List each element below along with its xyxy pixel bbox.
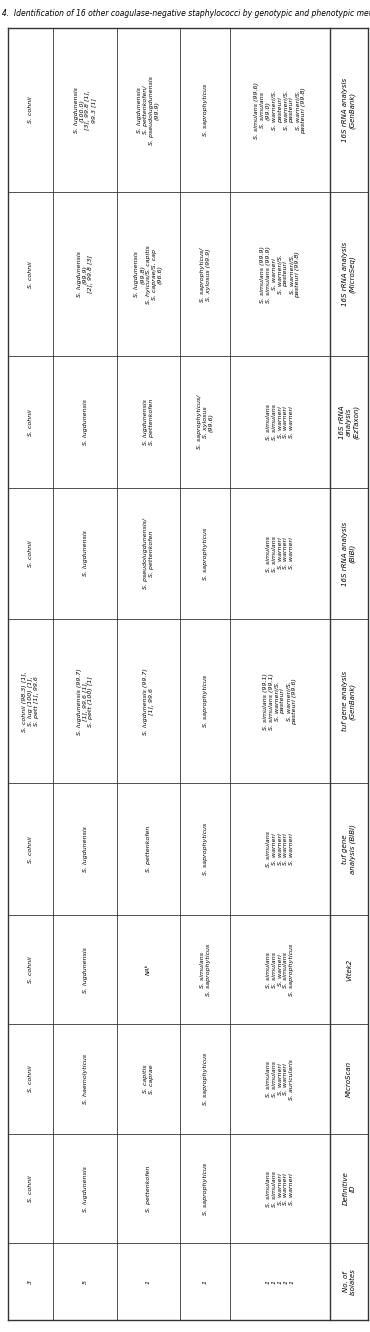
- Text: S. simulans
S. simulans
S. warneri
S. simulans
S. saprophyticus: S. simulans S. simulans S. warneri S. si…: [266, 943, 294, 996]
- Text: S. lugdunensis
(99.8)
S. hyicus/S. capitis
S. caprae/S. cap
(96.6): S. lugdunensis (99.8) S. hyicus/S. capit…: [134, 245, 163, 304]
- Text: S. saprophyticus/
S. xylosus
(99.6): S. saprophyticus/ S. xylosus (99.6): [197, 396, 213, 449]
- Text: S. cohnii: S. cohnii: [28, 261, 33, 288]
- Text: S. saprophyticus: S. saprophyticus: [203, 527, 208, 579]
- Text: S. lugdunensis (99.7)
[1], 99.6 [1],
S. pett (100) [1]: S. lugdunensis (99.7) [1], 99.6 [1], S. …: [77, 667, 93, 735]
- Text: S. haemolyticus: S. haemolyticus: [83, 1054, 88, 1104]
- Text: S. cohnii: S. cohnii: [28, 541, 33, 567]
- Text: S. capitis
S. caprae: S. capitis S. caprae: [143, 1064, 154, 1094]
- Text: 1: 1: [146, 1280, 151, 1284]
- Text: S. simulans
S. saprophyticus: S. simulans S. saprophyticus: [200, 943, 211, 996]
- Text: 16S rRNA analysis
(GenBank): 16S rRNA analysis (GenBank): [342, 79, 356, 143]
- Text: S. lugdunensis
(100.0)
[3], 99.8 [1],
99.3 [1]: S. lugdunensis (100.0) [3], 99.8 [1], 99…: [74, 87, 96, 133]
- Text: S. lugdunensis: S. lugdunensis: [83, 826, 88, 872]
- Text: Vitek2: Vitek2: [346, 959, 352, 980]
- Text: S. lugdunensis
(99.9)
[2], 99.8 [3]: S. lugdunensis (99.9) [2], 99.8 [3]: [77, 252, 93, 297]
- Text: S. saprophyticus: S. saprophyticus: [203, 84, 208, 136]
- Text: S. cohnii: S. cohnii: [28, 409, 33, 436]
- Text: tuf gene
analysis (BIBI): tuf gene analysis (BIBI): [342, 825, 356, 874]
- Text: S. pseudolugdunensis/
S. pettenkofen: S. pseudolugdunensis/ S. pettenkofen: [143, 518, 154, 589]
- Text: S. cohnii: S. cohnii: [28, 97, 33, 124]
- Text: S. lugdunensis
S. pettenkofen/
S. pseudolugdunensis
(99.9): S. lugdunensis S. pettenkofen/ S. pseudo…: [137, 76, 160, 145]
- Text: S. lugdunensis: S. lugdunensis: [83, 1166, 88, 1212]
- Text: 16S rRNA
analysis
(EzTaxon): 16S rRNA analysis (EzTaxon): [339, 405, 359, 440]
- Text: S. saprophyticus: S. saprophyticus: [203, 675, 208, 727]
- Text: 5: 5: [83, 1280, 88, 1284]
- Text: S. cohnii: S. cohnii: [28, 835, 33, 863]
- Text: S. pettenkofen: S. pettenkofen: [146, 826, 151, 872]
- Text: S. simulans
S. simulans
S. warneri
S. warneri
S. auricularis: S. simulans S. simulans S. warneri S. wa…: [266, 1059, 294, 1099]
- Text: tuf gene analysis
(GenBank): tuf gene analysis (GenBank): [342, 671, 356, 731]
- Text: Definitive
ID: Definitive ID: [343, 1172, 356, 1205]
- Text: 16S rRNA analysis
(MicroSeq): 16S rRNA analysis (MicroSeq): [342, 242, 356, 306]
- Text: S. cohnii: S. cohnii: [28, 956, 33, 983]
- Text: S. simulans
S. simulans
S. warneri
S. warneri
S. warneri: S. simulans S. simulans S. warneri S. wa…: [266, 404, 294, 440]
- Text: S. simulans
S. simulans
S. warneri
S. warneri
S. warneri: S. simulans S. simulans S. warneri S. wa…: [266, 535, 294, 571]
- Text: S. simulans
S. simulans
S. warneri
S. warneri
S. warneri: S. simulans S. simulans S. warneri S. wa…: [266, 1171, 294, 1207]
- Text: MicroScan: MicroScan: [346, 1062, 352, 1098]
- Text: S. lugdunensis: S. lugdunensis: [83, 947, 88, 992]
- Text: NAᵇ: NAᵇ: [146, 964, 151, 975]
- Text: S. simulans (99.9)
S. simulans (99.9)
S. warneri
S. warneri/S.
pasteuri
S. warne: S. simulans (99.9) S. simulans (99.9) S.…: [260, 246, 300, 302]
- Text: S. pettenkofen: S. pettenkofen: [146, 1166, 151, 1212]
- Text: S. simulans (99.1)
S. simulans (99.1)
S. warneri/S.
pasteuri
S. warneri/S.
paste: S. simulans (99.1) S. simulans (99.1) S.…: [263, 673, 297, 730]
- Text: S. lugdunensis (99.7)
[1], 99.6: S. lugdunensis (99.7) [1], 99.6: [143, 667, 154, 735]
- Text: S. lugdunensis: S. lugdunensis: [83, 400, 88, 445]
- Text: S. saprophyticus: S. saprophyticus: [203, 1163, 208, 1215]
- Text: S. simulans (99.6)
S. simulans
(99.0)
S. warneri/S.
pasteuri
S. warneri/S.
paste: S. simulans (99.6) S. simulans (99.0) S.…: [255, 81, 306, 139]
- Text: 3: 3: [28, 1280, 33, 1284]
- Text: S. lugdunensis: S. lugdunensis: [83, 530, 88, 577]
- Text: S. saprophyticus/
S. xylosus (99.9): S. saprophyticus/ S. xylosus (99.9): [200, 248, 211, 301]
- Text: S. lugdunensis
S. pettenkofen: S. lugdunensis S. pettenkofen: [143, 400, 154, 445]
- Text: 1
1
1
1
1: 1 1 1 1 1: [266, 1280, 294, 1284]
- Text: S. cohnii (98.3) [1],
S. lug (100) [1],
S. pett [1], 99.6: S. cohnii (98.3) [1], S. lug (100) [1], …: [22, 671, 39, 731]
- Text: TABLE 4.  Identification of 16 other coagulase-negative staphylococci by genotyp: TABLE 4. Identification of 16 other coag…: [0, 9, 370, 19]
- Text: S. cohnii: S. cohnii: [28, 1175, 33, 1201]
- Text: S. simulans
S. warneri
S. warneri
S. warneri
S. warneri: S. simulans S. warneri S. warneri S. war…: [266, 831, 294, 867]
- Text: S. saprophyticus: S. saprophyticus: [203, 1054, 208, 1106]
- Text: No. of
isolates: No. of isolates: [343, 1268, 356, 1295]
- Text: S. saprophyticus: S. saprophyticus: [203, 823, 208, 875]
- Text: S. cohnii: S. cohnii: [28, 1066, 33, 1092]
- Text: 16S rRNA analysis
(BIBI): 16S rRNA analysis (BIBI): [342, 522, 356, 586]
- Text: 1: 1: [203, 1280, 208, 1284]
